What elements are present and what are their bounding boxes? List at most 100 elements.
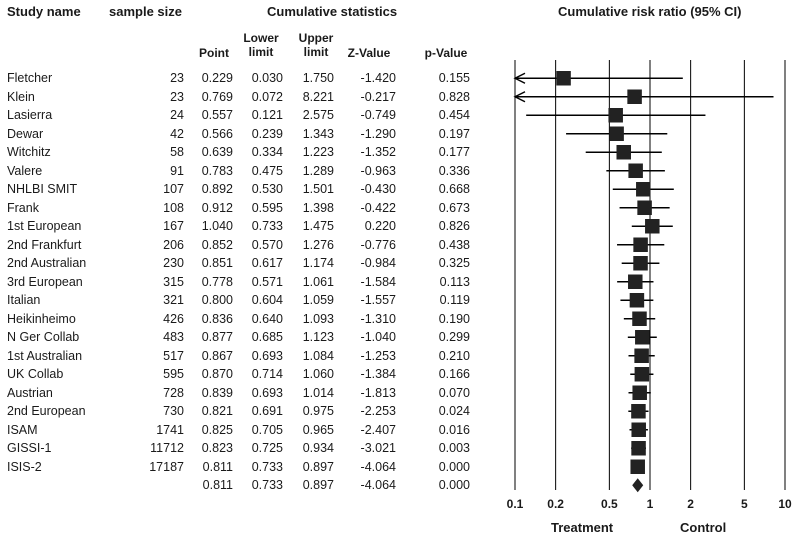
sample-size: 728 — [163, 385, 184, 400]
header-sample-size: sample size — [109, 4, 182, 19]
z-value: -1.310 — [360, 311, 396, 326]
summary-diamond — [632, 478, 644, 493]
lower-limit-value: 0.693 — [251, 348, 283, 363]
study-name: N Ger Collab — [7, 330, 80, 344]
header-lower-limit: Lower limit — [243, 31, 279, 59]
table-row: GISSI-1 11712 0.823 0.725 0.934 -3.021 0.003 — [0, 439, 480, 458]
sample-size: 167 — [163, 219, 184, 233]
lower-limit-value: 0.121 — [251, 108, 283, 122]
table-row: 2nd European 730 0.821 0.691 0.975 -2.253 0.02… — [0, 402, 480, 421]
table-row: Lasierra 24 0.557 0.121 2.575 -0.749 0.454 — [0, 106, 480, 125]
table-row: Valere 91 0.783 0.475 1.289 -0.963 0.336 — [0, 162, 480, 181]
table-row: Austrian 728 0.839 0.693 1.014 -1.813 0.070 — [0, 384, 480, 403]
table-row: Witchitz 58 0.639 0.334 1.223 -1.352 0.177 — [0, 143, 480, 162]
table-row: 1st European 167 1.040 0.733 1.475 0.220 0.826 — [0, 217, 480, 236]
point-square — [645, 219, 660, 234]
sample-size: 206 — [163, 237, 184, 252]
upper-limit-value: 1.276 — [302, 237, 334, 252]
point-square — [637, 200, 652, 215]
point-value: 0.825 — [201, 422, 233, 437]
upper-limit-value: 1.093 — [302, 311, 334, 326]
point-value: 0.557 — [201, 108, 233, 122]
header-p-value: p-Value — [424, 46, 468, 60]
header-study-name: Study name — [7, 4, 81, 19]
z-value: -1.290 — [360, 126, 396, 141]
point-value: 0.870 — [201, 367, 233, 381]
study-name: Valere — [7, 163, 43, 178]
sample-size: 426 — [163, 311, 184, 326]
point-square — [631, 404, 646, 419]
upper-limit-value: 1.059 — [302, 293, 334, 307]
point-square — [631, 441, 646, 456]
sample-size: 230 — [163, 256, 184, 270]
upper-limit-value: 1.750 — [302, 71, 334, 85]
p-value: 0.016 — [438, 422, 470, 437]
z-value: -0.963 — [360, 163, 396, 178]
p-value: 0.438 — [438, 237, 470, 252]
upper-limit-value: 0.975 — [302, 404, 334, 418]
upper-limit-value: 1.475 — [302, 219, 334, 233]
study-name: Fletcher — [7, 71, 53, 85]
summary-row: 0.811 0.733 0.897 -4.064 0.000 — [0, 476, 480, 495]
sample-size: 1741 — [156, 422, 184, 437]
p-value: 0.113 — [439, 274, 470, 289]
study-name: ISIS-2 — [7, 459, 42, 474]
table-row: 2nd Frankfurt 206 0.852 0.570 1.276 -0.776 0.4… — [0, 236, 480, 255]
upper-limit-value: 0.897 — [302, 459, 334, 474]
z-value: -3.021 — [360, 441, 396, 455]
z-value: -1.253 — [360, 348, 396, 363]
z-value: -1.557 — [360, 293, 396, 307]
x-tick-label: 10 — [778, 497, 792, 511]
sample-size: 42 — [170, 126, 184, 141]
header-z-value: Z-Value — [347, 46, 391, 60]
p-value: 0.070 — [438, 385, 470, 400]
z-value: -4.064 — [360, 478, 396, 492]
point-value: 0.823 — [201, 441, 233, 455]
p-value: 0.003 — [438, 441, 470, 455]
point-square — [632, 311, 647, 326]
z-value: -0.776 — [360, 237, 396, 252]
p-value: 0.166 — [438, 367, 470, 381]
x-tick-label: 2 — [687, 497, 694, 511]
point-value: 0.778 — [201, 274, 233, 289]
header-upper-limit: Upper limit — [298, 31, 334, 59]
point-square — [634, 367, 650, 382]
point-value: 0.783 — [201, 163, 233, 178]
study-name: Austrian — [7, 385, 53, 400]
lower-limit-value: 0.733 — [251, 478, 283, 492]
table-row: Heikinheimo 426 0.836 0.640 1.093 -1.310 0.190 — [0, 310, 480, 329]
study-name: ISAM — [7, 422, 38, 437]
point-value: 0.836 — [201, 311, 233, 326]
z-value: -0.749 — [360, 108, 396, 122]
upper-limit-value: 0.897 — [302, 478, 334, 492]
point-value: 0.821 — [201, 404, 233, 418]
point-square — [628, 274, 643, 289]
table-row: 1st Australian 517 0.867 0.693 1.084 -1.253 0.… — [0, 347, 480, 366]
study-name: 1st Australian — [7, 348, 83, 363]
study-name: 2nd Australian — [7, 256, 87, 270]
point-value: 0.800 — [201, 293, 233, 307]
study-name: 2nd Frankfurt — [7, 237, 82, 252]
study-name: NHLBI SMIT — [7, 182, 78, 196]
point-square — [556, 71, 571, 86]
point-value: 0.839 — [201, 385, 233, 400]
sample-size: 595 — [163, 367, 184, 381]
lower-limit-value: 0.571 — [251, 274, 283, 289]
p-value: 0.325 — [438, 256, 470, 270]
upper-limit-value: 2.575 — [302, 108, 334, 122]
point-value: 0.852 — [201, 237, 233, 252]
study-name: Frank — [7, 200, 39, 215]
point-square — [608, 108, 623, 123]
table-row: 2nd Australian 230 0.851 0.617 1.174 -0.984 0.… — [0, 254, 480, 273]
sample-size: 483 — [163, 330, 184, 344]
table-row: ISIS-2 17187 0.811 0.733 0.897 -4.064 0.000 — [0, 458, 480, 477]
point-square — [632, 385, 647, 400]
lower-limit-value: 0.640 — [251, 311, 283, 326]
study-name: 3rd European — [7, 274, 83, 289]
sample-size: 315 — [163, 274, 184, 289]
upper-limit-value: 1.289 — [302, 163, 334, 178]
sample-size: 91 — [170, 163, 184, 178]
lower-limit-value: 0.733 — [251, 459, 283, 474]
z-value: -0.430 — [360, 182, 396, 196]
